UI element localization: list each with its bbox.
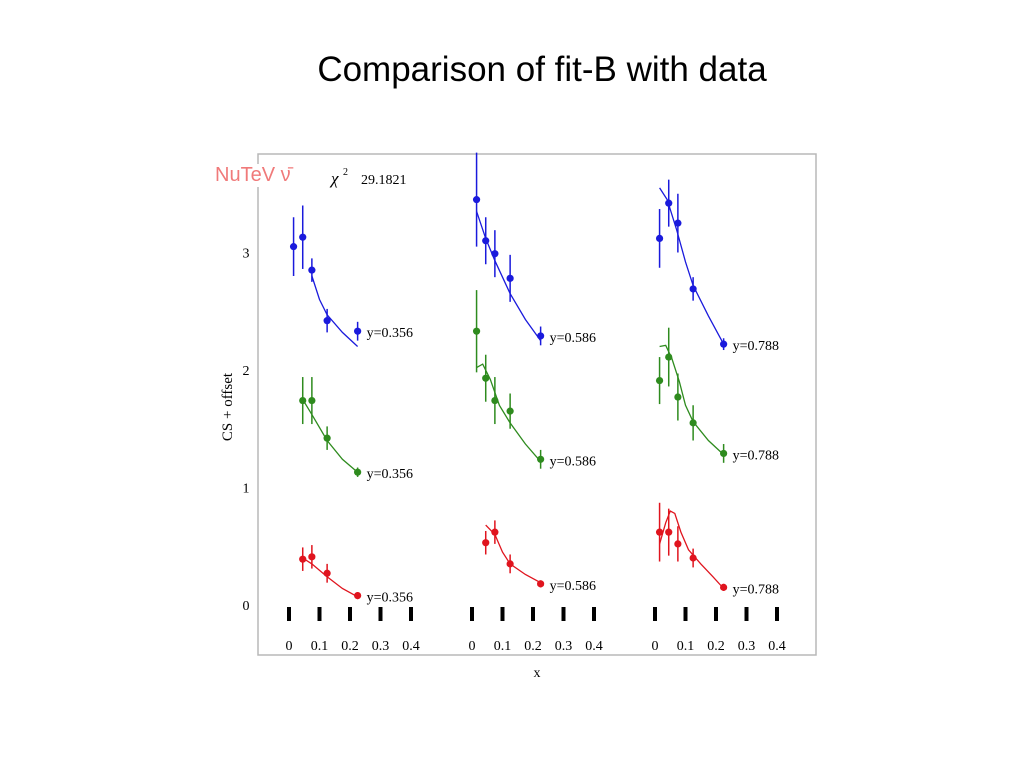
y-value-label: y=0.586 bbox=[550, 331, 596, 346]
y-tick-labels: 0 1 2 3 bbox=[243, 247, 250, 615]
data-point bbox=[665, 528, 673, 536]
data-point bbox=[289, 243, 298, 251]
y-value-label: y=0.586 bbox=[550, 454, 596, 469]
fit-curve bbox=[476, 363, 542, 463]
fit-curve bbox=[659, 344, 725, 456]
y-tick-label: 2 bbox=[243, 364, 250, 379]
nutev-label: NuTeV ν̄ bbox=[215, 164, 295, 187]
x-tick-label: 0.2 bbox=[524, 639, 542, 654]
data-point bbox=[720, 449, 728, 458]
data-point bbox=[674, 219, 682, 227]
data-point bbox=[537, 580, 545, 588]
data-point bbox=[689, 554, 697, 562]
data-point bbox=[472, 327, 481, 335]
data-point bbox=[323, 317, 331, 325]
x-tick-label: 0.4 bbox=[585, 639, 603, 654]
data-point bbox=[720, 583, 728, 591]
panels: 0 0.1 0.2 0.3 0.4 y=0.356 y=0.356 y=0.356 0 0.1 0.… bbox=[286, 152, 786, 654]
x-tick-label: 0.3 bbox=[555, 639, 573, 654]
data-point bbox=[323, 569, 331, 577]
data-point bbox=[308, 553, 316, 561]
data-point bbox=[482, 237, 490, 245]
data-point bbox=[506, 560, 514, 568]
data-point bbox=[665, 199, 673, 207]
data-point bbox=[323, 434, 331, 442]
y-tick-label: 3 bbox=[243, 247, 250, 262]
data-point bbox=[354, 468, 362, 476]
panel-3: 0 0.1 0.2 0.3 0.4 y=0.788 y=0.788 y=0.788 bbox=[652, 179, 786, 654]
data-point bbox=[655, 528, 664, 536]
x-tick-label: 0.2 bbox=[341, 639, 359, 654]
x-axis-label: x bbox=[534, 666, 541, 681]
data-point bbox=[308, 396, 316, 405]
x-tick-label: 0 bbox=[469, 639, 476, 654]
data-point bbox=[491, 528, 499, 536]
y-axis-label: CS + offset bbox=[220, 372, 236, 441]
y-value-label: y=0.586 bbox=[550, 579, 596, 594]
fit-curve bbox=[659, 187, 725, 345]
data-point bbox=[299, 396, 307, 405]
chi2-symbol: χ bbox=[329, 169, 339, 188]
panel-2: 0 0.1 0.2 0.3 0.4 y=0.586 y=0.586 y=0.586 bbox=[469, 152, 603, 654]
y-tick-label: 1 bbox=[243, 482, 250, 497]
y-value-label: y=0.356 bbox=[367, 326, 413, 341]
x-tick-label: 0 bbox=[652, 639, 659, 654]
y-value-label: y=0.356 bbox=[367, 467, 413, 482]
x-tick-label: 0.3 bbox=[372, 639, 390, 654]
fit-curve bbox=[475, 211, 542, 341]
data-point bbox=[674, 540, 682, 548]
chi2-annotation: χ 2 29.1821 bbox=[329, 167, 407, 188]
data-point bbox=[354, 327, 362, 335]
data-point bbox=[491, 396, 499, 405]
x-tick-label: 0.3 bbox=[738, 639, 756, 654]
y-value-label: y=0.356 bbox=[367, 591, 413, 606]
data-point bbox=[537, 332, 545, 340]
data-point bbox=[472, 196, 481, 204]
data-point bbox=[674, 393, 682, 401]
data-point bbox=[491, 250, 499, 258]
data-point bbox=[308, 266, 316, 274]
chi2-superscript: 2 bbox=[343, 167, 348, 178]
y-tick-label: 0 bbox=[243, 599, 250, 614]
data-point bbox=[665, 353, 673, 361]
x-tick-label: 0 bbox=[286, 639, 293, 654]
x-tick-label: 0.1 bbox=[311, 639, 329, 654]
plot-frame bbox=[257, 153, 817, 656]
x-tick-label: 0.4 bbox=[402, 639, 420, 654]
data-point bbox=[354, 592, 362, 600]
data-point bbox=[655, 234, 664, 242]
x-tick-label: 0.1 bbox=[677, 639, 695, 654]
data-point bbox=[689, 419, 697, 427]
chi2-value: 29.1821 bbox=[361, 173, 407, 188]
fit-curve bbox=[658, 510, 725, 589]
data-point bbox=[655, 376, 664, 385]
y-value-label: y=0.788 bbox=[733, 582, 779, 597]
data-point bbox=[506, 274, 514, 282]
y-value-label: y=0.788 bbox=[733, 448, 779, 463]
panel-1: 0 0.1 0.2 0.3 0.4 y=0.356 y=0.356 y=0.356 bbox=[286, 205, 420, 654]
x-tick-label: 0.1 bbox=[494, 639, 512, 654]
data-point bbox=[482, 374, 490, 382]
data-point bbox=[506, 407, 514, 415]
data-point bbox=[537, 455, 545, 463]
data-point bbox=[689, 285, 697, 293]
data-point bbox=[299, 233, 307, 241]
slide-title: Comparison of fit-B with data bbox=[317, 50, 767, 89]
x-tick-label: 0.4 bbox=[768, 639, 786, 654]
x-tick-label: 0.2 bbox=[707, 639, 725, 654]
data-point bbox=[720, 340, 728, 348]
data-point bbox=[299, 555, 307, 563]
y-value-label: y=0.788 bbox=[733, 339, 779, 354]
data-point bbox=[482, 539, 490, 547]
